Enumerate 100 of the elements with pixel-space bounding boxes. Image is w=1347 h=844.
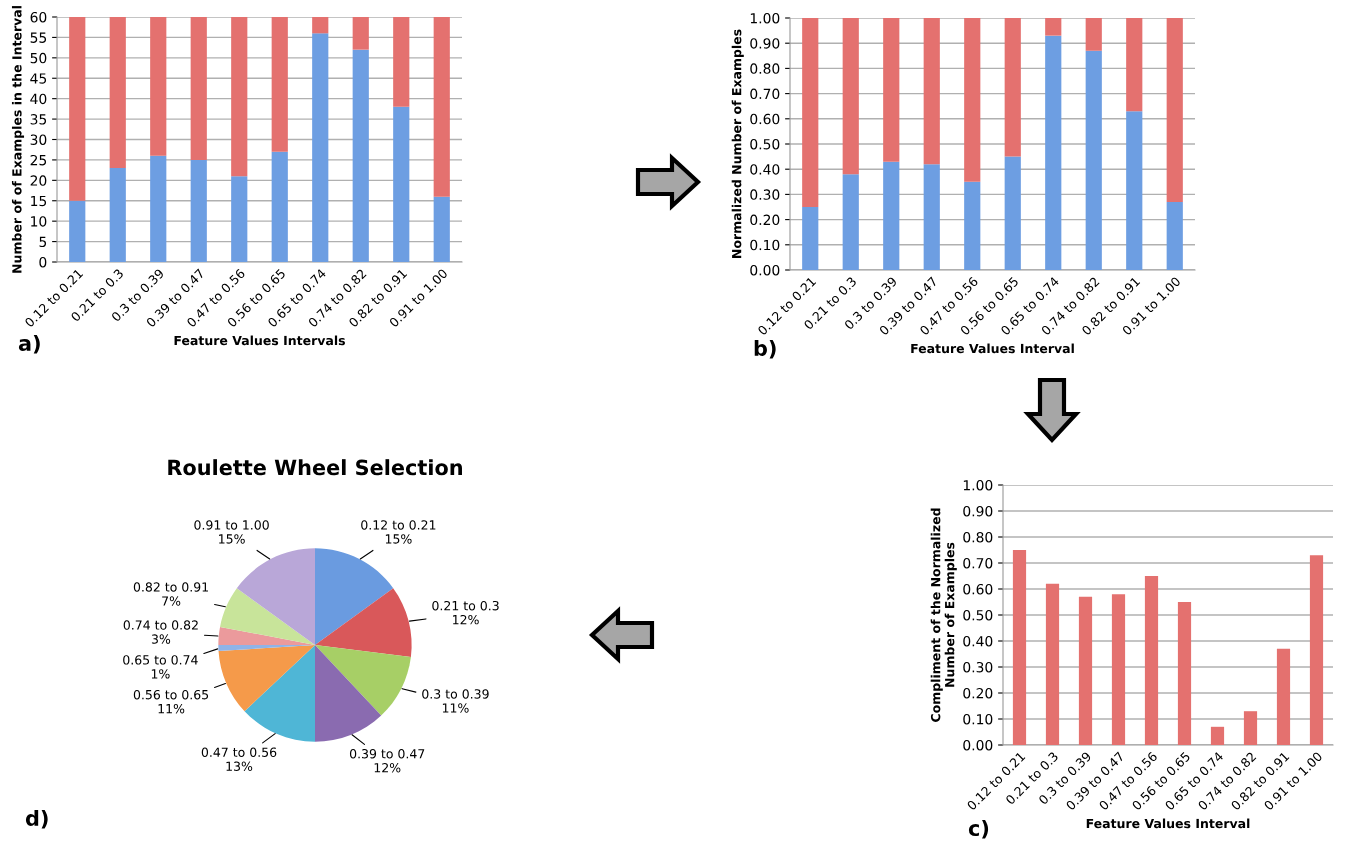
pie-slice: [315, 548, 394, 645]
y-tick-label: 0.10: [963, 713, 993, 725]
bar: [964, 18, 981, 182]
bar: [1111, 594, 1126, 745]
bar: [393, 106, 410, 262]
slice-label: 0.82 to 0.91: [133, 582, 208, 592]
y-tick-label: 0.90: [963, 505, 993, 517]
y-tick-label: 0.00: [963, 739, 993, 751]
y-tick-label: 40: [30, 93, 47, 105]
slice-label: 0.65 to 0.74: [123, 655, 198, 665]
bar: [1177, 602, 1192, 745]
text: d): [25, 809, 48, 829]
bar: [69, 200, 86, 262]
y-tick-label: 10: [31, 216, 47, 227]
bar: [883, 161, 900, 270]
y-tick-label: 15: [31, 195, 47, 207]
bar: [1085, 18, 1102, 51]
y-tick-label: 0.20: [750, 214, 780, 226]
bar: [964, 181, 981, 270]
pie-slice: [315, 588, 412, 658]
y-tick-label: 25: [30, 154, 47, 166]
data-label: 3%: [151, 634, 171, 644]
bar: [1078, 596, 1093, 745]
bar: [802, 207, 819, 270]
bar: [312, 17, 329, 34]
y-tick-label: 0.70: [963, 557, 993, 569]
y-tick-label: 0.00: [750, 264, 780, 276]
bar: [1210, 726, 1225, 745]
y-tick-label: 0: [39, 256, 47, 268]
bar: [802, 18, 819, 207]
y-tick-label: 60: [30, 11, 47, 23]
pie-slice: [315, 645, 382, 742]
text: b): [754, 339, 776, 359]
y-tick-label: 0.50: [963, 609, 993, 621]
bar: [842, 18, 859, 175]
bar: [1045, 583, 1060, 745]
y-tick-label: 0.60: [750, 113, 780, 125]
slice-label: 0.21 to 0.3: [432, 600, 499, 611]
y-tick-label: 20: [30, 175, 47, 186]
y-tick-label: 55: [30, 32, 47, 43]
data-label: 12%: [374, 763, 401, 773]
data-label: 7%: [162, 596, 181, 606]
bar: [231, 17, 248, 177]
bar: [883, 18, 900, 162]
y-tick-label: 0.60: [963, 583, 993, 595]
y-tick-label: 0.80: [750, 63, 780, 74]
bar: [109, 17, 126, 169]
data-label: 1%: [151, 669, 170, 679]
y-tick-label: 0.50: [750, 138, 780, 150]
bar: [352, 17, 369, 50]
bar: [150, 17, 167, 156]
slice-label: 0.91 to 1.00: [194, 520, 269, 530]
y-tick-label: 0.70: [750, 88, 780, 100]
y-tick-label: 1.00: [963, 479, 993, 491]
bar: [352, 49, 369, 262]
data-label: 11%: [158, 703, 185, 714]
y-tick-label: 0.40: [750, 164, 780, 175]
bar: [923, 18, 940, 165]
slice-label: 0.74 to 0.82: [123, 620, 198, 630]
pie-slice: [315, 645, 411, 716]
y-axis-title: Compliment of the Normalized Number of Examples: [930, 508, 957, 722]
y-axis-title: Normalized Number of Examples: [731, 29, 744, 258]
y-tick-label: 0.30: [963, 661, 993, 673]
bar: [1045, 18, 1062, 36]
text: a): [18, 334, 40, 354]
bar: [433, 196, 450, 262]
pie-slice: [236, 548, 315, 645]
bar: [190, 17, 207, 160]
bar: [69, 17, 86, 201]
bar: [109, 168, 126, 262]
slice-label: 0.12 to 0.21: [361, 520, 436, 530]
slice-label: 0.3 to 0.39: [422, 689, 489, 699]
bar: [1004, 156, 1021, 270]
y-tick-label: 1.00: [750, 12, 780, 24]
y-tick-label: 35: [30, 114, 47, 125]
y-tick-label: 30: [30, 134, 47, 145]
y-axis-title: Number of of Examples in the Interval: [11, 6, 25, 273]
bar: [271, 17, 288, 152]
x-axis-title: Feature Values Interval: [911, 343, 1074, 354]
y-tick-label: 0.40: [963, 635, 993, 647]
data-label: 11%: [442, 703, 469, 713]
bar: [1144, 576, 1159, 745]
y-tick-label: 0.20: [963, 687, 993, 699]
y-tick-label: 0.30: [750, 189, 780, 200]
bar: [1166, 18, 1183, 202]
bar: [842, 174, 859, 270]
y-tick-label: 50: [30, 52, 47, 64]
bar: [1276, 648, 1291, 745]
bar: [1085, 50, 1102, 270]
bar: [1243, 711, 1258, 745]
x-axis-title: Feature Values Intervals: [174, 335, 345, 346]
bar: [433, 17, 450, 197]
bar: [190, 159, 207, 262]
bar: [1004, 18, 1021, 157]
y-tick-label: 0.10: [750, 239, 780, 251]
bar: [1309, 555, 1324, 745]
y-tick-label: 0.90: [750, 38, 780, 49]
data-label: 15%: [385, 534, 412, 544]
data-label: 15%: [219, 534, 245, 544]
slice-label: 0.56 to 0.65: [133, 689, 209, 700]
